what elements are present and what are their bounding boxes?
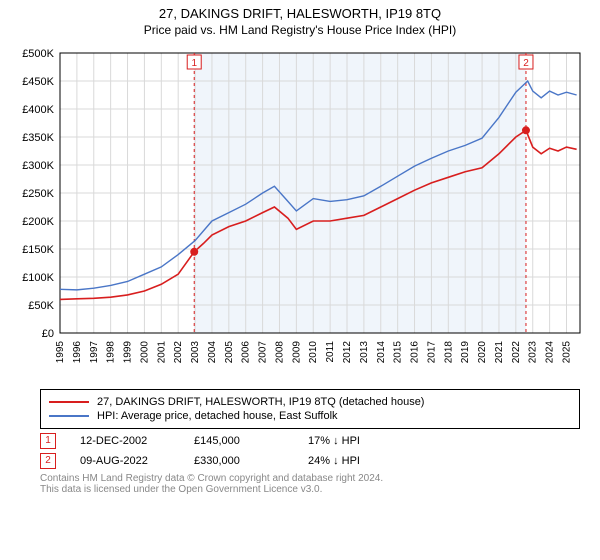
marker-date: 12-DEC-2002: [80, 435, 170, 447]
legend-swatch: [49, 415, 89, 417]
svg-text:2000: 2000: [139, 341, 150, 364]
svg-text:£250K: £250K: [22, 188, 54, 200]
svg-text:1996: 1996: [72, 341, 83, 364]
svg-text:2016: 2016: [410, 341, 421, 364]
svg-text:£0: £0: [42, 328, 54, 340]
chart-title: 27, DAKINGS DRIFT, HALESWORTH, IP19 8TQ: [0, 6, 600, 21]
legend-label: 27, DAKINGS DRIFT, HALESWORTH, IP19 8TQ …: [97, 396, 424, 408]
svg-text:2020: 2020: [477, 341, 488, 364]
marker-price: £145,000: [194, 435, 284, 447]
svg-text:2022: 2022: [511, 341, 522, 364]
marker-delta: 17% ↓ HPI: [308, 435, 398, 447]
footer-line: Contains HM Land Registry data © Crown c…: [40, 473, 580, 484]
svg-text:2: 2: [523, 58, 529, 69]
svg-text:1995: 1995: [55, 341, 66, 364]
svg-text:2023: 2023: [528, 341, 539, 364]
svg-text:1997: 1997: [89, 341, 100, 364]
legend-row: HPI: Average price, detached house, East…: [49, 410, 571, 422]
svg-text:2013: 2013: [359, 341, 370, 364]
svg-text:2012: 2012: [342, 341, 353, 364]
svg-text:£200K: £200K: [22, 216, 54, 228]
svg-text:2018: 2018: [443, 341, 454, 364]
svg-text:2011: 2011: [325, 341, 336, 363]
svg-text:2017: 2017: [426, 341, 437, 364]
footer-attribution: Contains HM Land Registry data © Crown c…: [40, 473, 580, 495]
svg-text:2019: 2019: [460, 341, 471, 364]
marker-price: £330,000: [194, 455, 284, 467]
svg-text:2007: 2007: [258, 341, 269, 364]
svg-text:2009: 2009: [291, 341, 302, 364]
marker-badge: 2: [40, 453, 56, 469]
svg-text:2024: 2024: [545, 341, 556, 364]
marker-row: 2 09-AUG-2022 £330,000 24% ↓ HPI: [40, 453, 580, 469]
svg-text:2005: 2005: [224, 341, 235, 364]
svg-text:£150K: £150K: [22, 244, 54, 256]
svg-text:2004: 2004: [207, 341, 218, 364]
svg-text:£500K: £500K: [22, 48, 54, 60]
svg-text:2003: 2003: [190, 341, 201, 364]
marker-delta: 24% ↓ HPI: [308, 455, 398, 467]
marker-badge: 1: [40, 433, 56, 449]
svg-text:2006: 2006: [241, 341, 252, 364]
svg-text:2015: 2015: [393, 341, 404, 364]
svg-text:£100K: £100K: [22, 272, 54, 284]
svg-text:£50K: £50K: [28, 300, 54, 312]
svg-text:1998: 1998: [106, 341, 117, 364]
svg-text:1999: 1999: [123, 341, 134, 364]
svg-text:£300K: £300K: [22, 160, 54, 172]
svg-text:2008: 2008: [274, 341, 285, 364]
svg-text:2010: 2010: [308, 341, 319, 364]
chart-container: £0 £50K £100K £150K £200K £250K £300K £350K £400…: [10, 43, 590, 383]
svg-text:2001: 2001: [156, 341, 167, 364]
chart-subtitle: Price paid vs. HM Land Registry's House …: [0, 23, 600, 37]
line-chart: £0 £50K £100K £150K £200K £250K £300K £350K £400…: [10, 43, 590, 383]
legend-box: 27, DAKINGS DRIFT, HALESWORTH, IP19 8TQ …: [40, 389, 580, 429]
svg-text:2002: 2002: [173, 341, 184, 364]
marker-row: 1 12-DEC-2002 £145,000 17% ↓ HPI: [40, 433, 580, 449]
svg-text:1: 1: [191, 58, 197, 69]
svg-text:2025: 2025: [561, 341, 572, 364]
svg-text:£400K: £400K: [22, 104, 54, 116]
marker-date: 09-AUG-2022: [80, 455, 170, 467]
footer-line: This data is licensed under the Open Gov…: [40, 484, 580, 495]
svg-text:£450K: £450K: [22, 76, 54, 88]
svg-text:2014: 2014: [376, 341, 387, 364]
legend-label: HPI: Average price, detached house, East…: [97, 410, 338, 422]
svg-text:2021: 2021: [494, 341, 505, 364]
marker-table: 1 12-DEC-2002 £145,000 17% ↓ HPI 2 09-AU…: [40, 433, 580, 469]
legend-row: 27, DAKINGS DRIFT, HALESWORTH, IP19 8TQ …: [49, 396, 571, 408]
svg-text:£350K: £350K: [22, 132, 54, 144]
legend-swatch: [49, 401, 89, 403]
